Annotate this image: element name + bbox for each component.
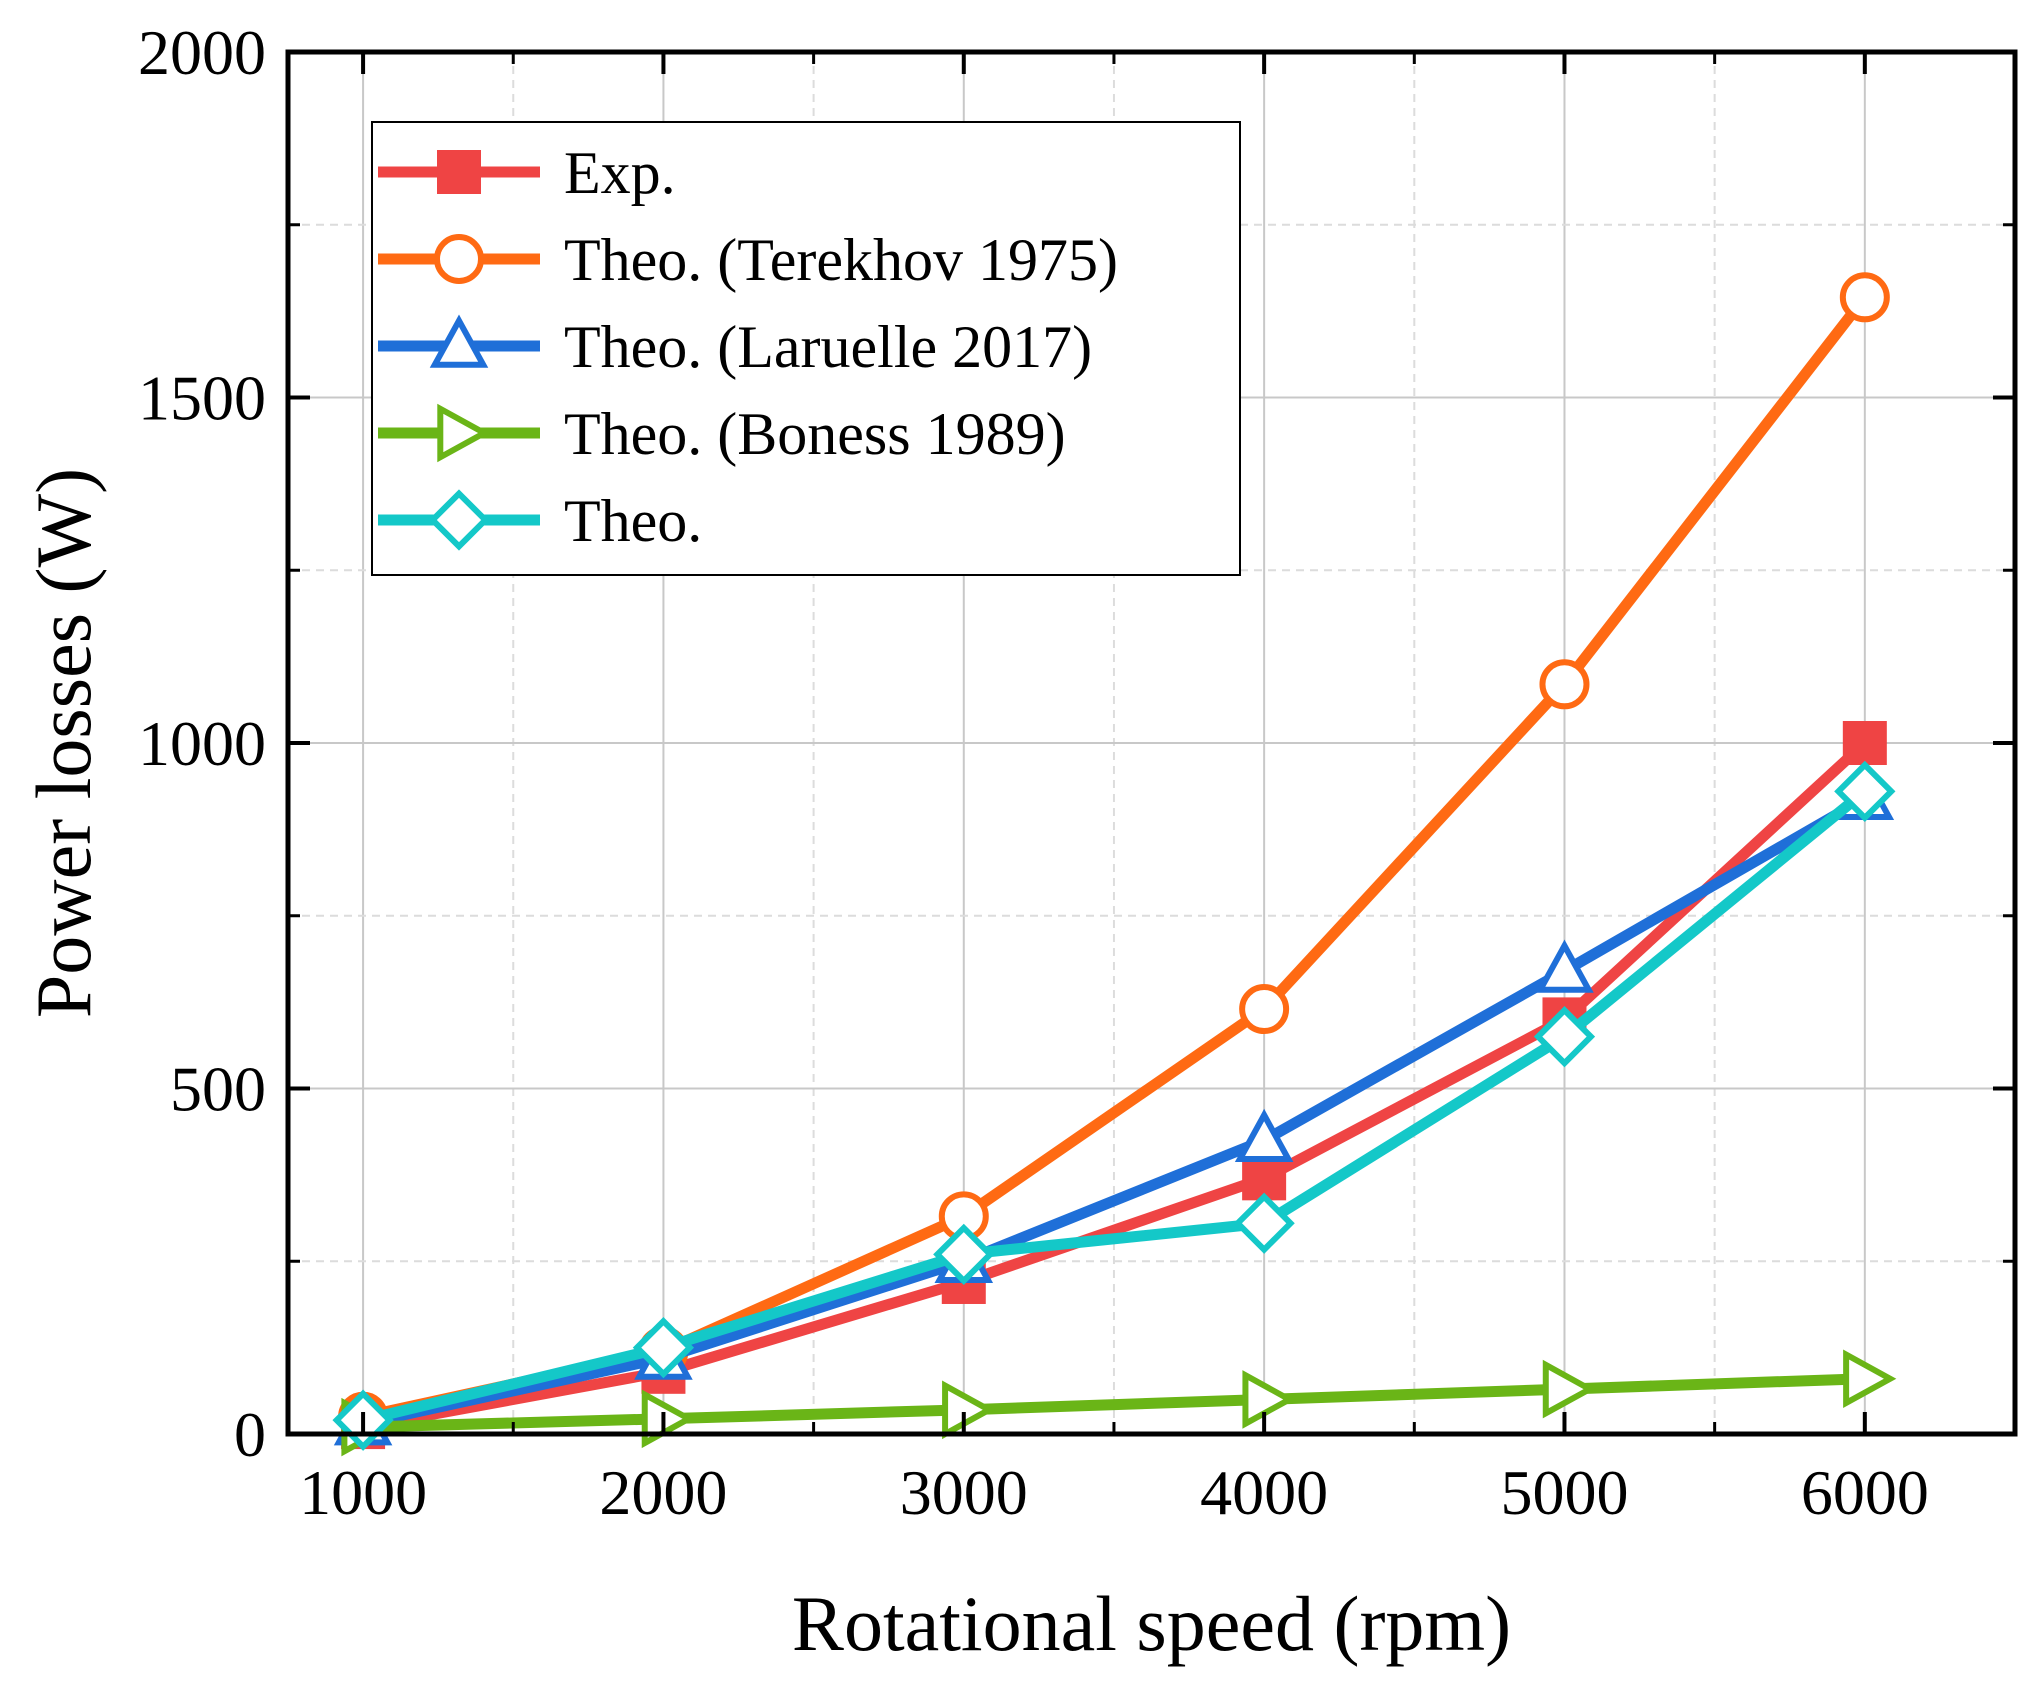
data-point-square xyxy=(437,150,481,194)
series-line xyxy=(357,737,1871,1433)
legend-label: Theo. (Boness 1989) xyxy=(564,401,1066,467)
data-point-diamond xyxy=(1834,760,1896,823)
ticks: 1000 2000 3000 4000 5000 6000 0 500 1000 1500 2000 xyxy=(138,17,2015,1528)
data-point-circle xyxy=(1539,659,1590,710)
series-line xyxy=(357,792,1871,1430)
data-point-triangle-up xyxy=(429,314,489,368)
legend-label: Theo. (Terekhov 1975) xyxy=(564,227,1118,293)
x-tick-label: 2000 xyxy=(599,1457,727,1528)
x-tick-label: 4000 xyxy=(1200,1457,1328,1528)
data-point-triangle-right xyxy=(437,403,491,463)
legend-item: Exp. xyxy=(378,140,676,206)
series-layer xyxy=(332,272,1897,1457)
data-point-triangle-right xyxy=(1242,1370,1296,1429)
series xyxy=(341,721,1887,1450)
legend-item: Theo. (Laruelle 2017) xyxy=(378,314,1092,380)
x-axis-title: Rotational speed (rpm) xyxy=(792,1580,1511,1667)
y-tick-label: 2000 xyxy=(138,17,266,88)
data-point-circle xyxy=(1839,272,1890,323)
data-point-triangle-right xyxy=(641,1389,695,1449)
data-point-triangle-right xyxy=(942,1380,996,1440)
y-axis-title: Power losses (W) xyxy=(20,468,107,1018)
x-tick-label: 3000 xyxy=(900,1457,1028,1528)
data-point-square xyxy=(1842,721,1887,765)
data-point-triangle-right xyxy=(1542,1359,1597,1419)
x-tick-label: 6000 xyxy=(1801,1457,1929,1528)
x-tick-label: 5000 xyxy=(1500,1457,1628,1528)
legend-item: Theo. (Terekhov 1975) xyxy=(378,227,1118,293)
data-point-diamond xyxy=(428,489,490,551)
legend-label: Theo. (Laruelle 2017) xyxy=(564,314,1092,380)
legend-label: Theo. xyxy=(564,488,702,554)
series-line xyxy=(357,1373,1871,1433)
legend: Exp. Theo. (Terekhov 1975) Theo. (Laruelle… xyxy=(371,121,1241,576)
series xyxy=(332,760,1896,1451)
data-point-diamond xyxy=(1233,1192,1295,1254)
data-point-triangle-right xyxy=(1843,1349,1897,1408)
data-point-circle xyxy=(434,234,484,284)
x-tick-label: 1000 xyxy=(299,1457,427,1528)
legend-label: Exp. xyxy=(564,140,676,206)
data-point-triangle-up xyxy=(1234,1108,1294,1163)
data-point-circle xyxy=(1239,984,1290,1035)
data-point-diamond xyxy=(1533,1006,1596,1068)
y-tick-label: 1000 xyxy=(138,708,266,779)
y-tick-label: 500 xyxy=(170,1054,266,1125)
data-point-triangle-up xyxy=(1535,939,1594,993)
series-line xyxy=(357,785,1871,1426)
data-point-diamond xyxy=(632,1316,695,1379)
y-tick-label: 1500 xyxy=(138,363,266,434)
y-tick-label: 0 xyxy=(234,1399,266,1470)
legend-item: Theo. xyxy=(378,488,702,554)
legend-item: Theo. (Boness 1989) xyxy=(378,401,1066,467)
data-point-diamond xyxy=(933,1223,995,1285)
